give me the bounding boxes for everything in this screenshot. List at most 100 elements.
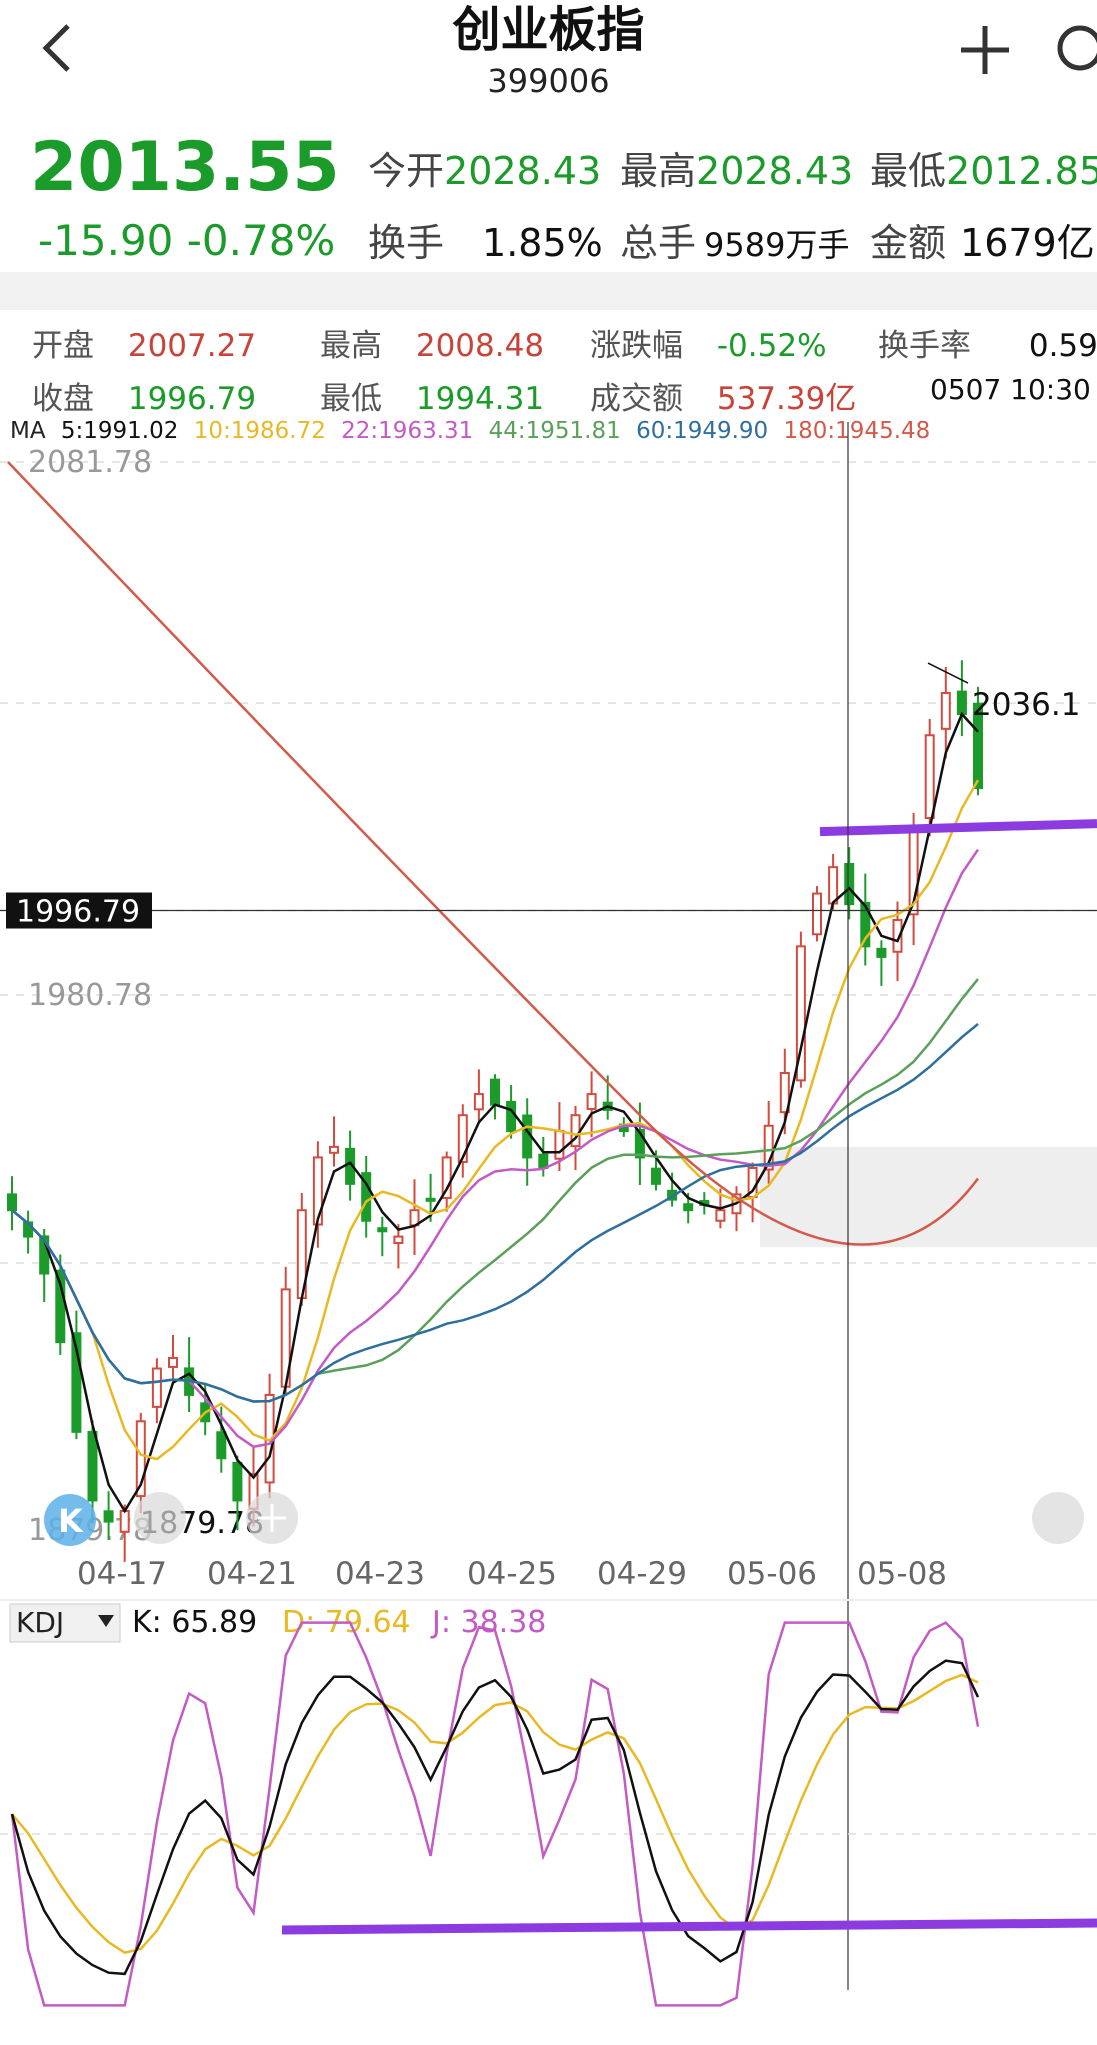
- candle-body: [844, 863, 855, 906]
- stat-value: 9589万手: [704, 226, 850, 264]
- page-title: 创业板指: [452, 2, 645, 58]
- bar-open: 开盘 2007.27: [32, 320, 256, 365]
- amount-stat: 金额 1679亿: [870, 212, 1095, 267]
- volume-stat: 总手 9589万手: [620, 212, 849, 267]
- stat-label: 总手: [620, 221, 697, 265]
- bar-high: 最高 2008.48: [320, 320, 544, 365]
- kdj-selector[interactable]: [9, 1603, 121, 1643]
- candle-body: [87, 1430, 98, 1502]
- info-value: 2008.48: [415, 328, 545, 364]
- candle-body: [860, 901, 871, 948]
- ma-180: 180:1945.48: [783, 418, 931, 444]
- ma-60: 60:1949.90: [636, 418, 769, 444]
- stat-label: 最高: [620, 149, 697, 193]
- add-button[interactable]: [955, 20, 1015, 80]
- high-stat: 最高2028.43: [620, 140, 853, 195]
- zoom-out-button[interactable]: [134, 1492, 186, 1544]
- candle-body: [425, 1197, 436, 1202]
- kdj-d-line: [11, 1673, 979, 1955]
- candle-body: [506, 1100, 517, 1133]
- candle-body: [924, 734, 935, 820]
- candle-body: [457, 1114, 468, 1163]
- peak-label: 2036.1: [972, 687, 1080, 723]
- ma60-line: [11, 1023, 979, 1403]
- change-percent: -0.78%: [186, 216, 336, 265]
- info-value: 1996.79: [127, 381, 257, 417]
- plus-icon: [961, 26, 1009, 74]
- candle-body: [940, 692, 951, 730]
- current-price: 2013.55: [30, 128, 340, 207]
- ma-5: 5:1991.02: [60, 418, 179, 444]
- crosshair-price-label: 1996.79: [16, 895, 140, 930]
- x-tick-label: 04-17: [77, 1556, 167, 1592]
- candle-body: [876, 947, 887, 958]
- candle-body: [973, 702, 983, 790]
- candle-body: [651, 1167, 661, 1185]
- candle-body: [55, 1269, 66, 1344]
- change-value: -15.90: [38, 216, 174, 265]
- search-icon: [1057, 25, 1097, 71]
- candle-body: [135, 1420, 146, 1498]
- candle-body: [119, 1510, 130, 1533]
- candle-body: [715, 1209, 726, 1222]
- stat-label: 金额: [870, 221, 947, 265]
- turnover-stat: 换手 1.85%: [368, 212, 603, 267]
- stat-label: 今开: [368, 149, 445, 193]
- kline-chart[interactable]: 2081.781980.781879.781879.782036.11996.7…: [0, 410, 1097, 2010]
- bar-pct: 涨跌幅 -0.52%: [590, 320, 827, 365]
- candle-body: [586, 1093, 597, 1110]
- candle-body: [554, 1130, 565, 1160]
- candle-body: [683, 1203, 694, 1212]
- stat-label: 最低: [870, 149, 947, 193]
- candle-body: [779, 1071, 790, 1114]
- candle-body: [39, 1235, 50, 1275]
- candle-body: [538, 1153, 549, 1169]
- kline-mode-icon: K: [58, 1502, 84, 1540]
- ma-44: 44:1951.81: [488, 418, 621, 444]
- kdj-j-line: [10, 1621, 980, 2007]
- candle-body: [490, 1078, 500, 1106]
- back-button[interactable]: [38, 18, 78, 78]
- candle-body: [393, 1235, 404, 1244]
- candle-body: [103, 1510, 114, 1523]
- chevron-left-icon: [42, 24, 70, 72]
- stat-value: 2028.43: [444, 149, 602, 193]
- info-label: 最高: [320, 328, 382, 364]
- candle-body: [168, 1356, 178, 1368]
- info-value: 537.39亿: [716, 381, 857, 417]
- candle-body: [812, 892, 822, 936]
- search-button[interactable]: [1050, 18, 1097, 78]
- bar-time: 0507 10:30: [930, 373, 1091, 406]
- candle-body: [361, 1172, 372, 1222]
- support-line: [819, 819, 1097, 837]
- fullscreen-button[interactable]: [1032, 1492, 1084, 1544]
- candle-body: [151, 1367, 162, 1408]
- candle-body: [7, 1193, 17, 1212]
- crosshair-price-box: [6, 892, 152, 929]
- candle-body: [892, 918, 903, 953]
- bar-low: 最低 1994.31: [320, 373, 544, 418]
- stock-code: 399006: [487, 62, 610, 100]
- kdj-legend-k: K: 65.89: [132, 1605, 257, 1640]
- candle-body: [232, 1461, 243, 1502]
- stat-value: 2012.85: [946, 149, 1097, 193]
- candle-body: [634, 1128, 645, 1159]
- price-label-top: 2081.78: [28, 445, 152, 480]
- info-value: 2007.27: [127, 328, 257, 364]
- candle-body: [473, 1093, 484, 1111]
- ma180-line: [7, 461, 980, 1246]
- x-tick-label: 05-06: [727, 1556, 817, 1592]
- kline-mode-button[interactable]: [44, 1494, 96, 1546]
- ma-22: 22:1963.31: [341, 418, 474, 444]
- info-label: 成交额: [590, 381, 683, 417]
- stat-value: 1679亿: [960, 221, 1095, 265]
- kdj-k-line: [10, 1659, 980, 1976]
- x-tick-label: 04-21: [207, 1556, 297, 1592]
- ma-legend: MA 5:1991.02 10:1986.72 22:1963.31 44:19…: [10, 418, 938, 444]
- info-value: 1994.31: [415, 381, 545, 417]
- peak-pointer: [927, 662, 969, 684]
- candle-body: [763, 1124, 774, 1171]
- x-tick-label: 04-29: [597, 1556, 687, 1592]
- stat-label: 换手: [368, 221, 445, 265]
- candle-body: [828, 866, 839, 905]
